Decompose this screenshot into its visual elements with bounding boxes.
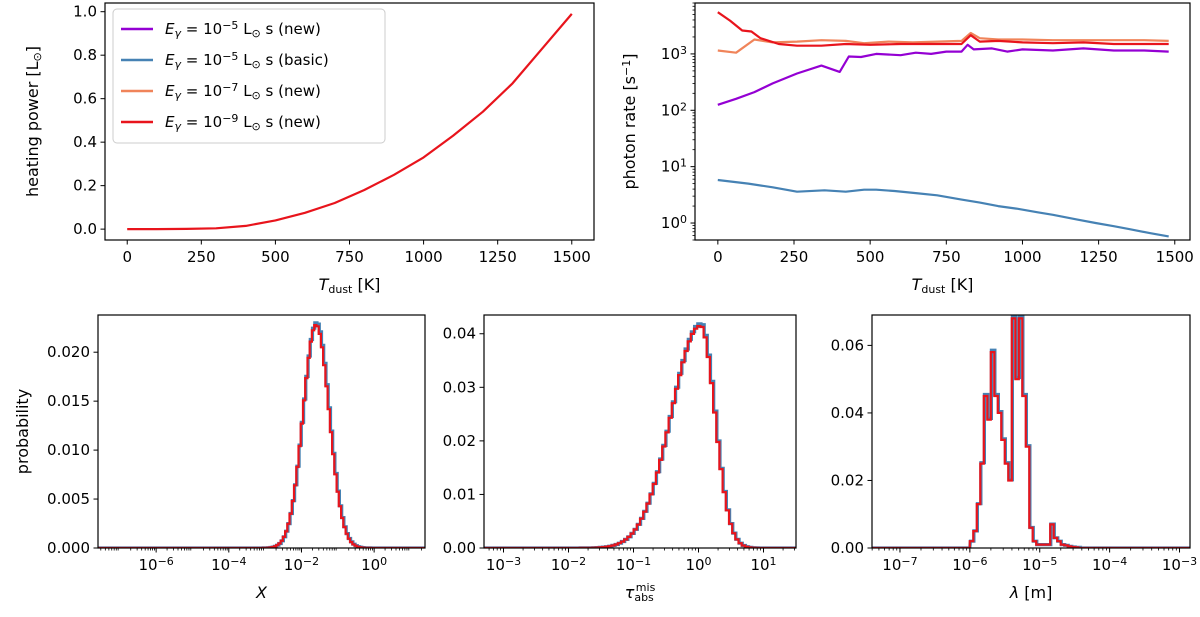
series-line-2: [717, 31, 1169, 54]
plot-area: [484, 322, 796, 548]
x-tick-label: 101: [750, 555, 776, 574]
y-tick-label: 0.04: [831, 404, 864, 422]
series-line-0: [127, 13, 573, 231]
y-tick-label: 101: [661, 157, 687, 176]
y-tick-label: 0.02: [831, 471, 864, 489]
plot-area: [717, 11, 1169, 238]
chart-rate: 0 250 500 750 1000 1250 1500 100 101 102 103 Tdust …: [620, 2, 1194, 296]
x-tick-label: 10−4: [211, 555, 246, 574]
y-tick-label: 0.000: [47, 539, 90, 557]
legend-entry-2: Eγ = 10−7 L⊙ s (new): [165, 81, 321, 102]
y-tick-label: 102: [661, 100, 687, 119]
y-tick-label: 0.4: [73, 133, 97, 151]
x-tick-label: 10−5: [1022, 555, 1057, 574]
x-tick-label: 1500: [553, 248, 591, 266]
x-axis-label: Tdust [K]: [319, 275, 381, 296]
y-tick-label: 0.01: [443, 485, 476, 503]
x-tick-label: 500: [856, 248, 885, 266]
x-axis-label: λ [m]: [1009, 583, 1053, 602]
y-axis-label: heating power [L⊙]: [23, 46, 44, 197]
histogram-series-1: [872, 317, 1190, 548]
y-tick-label: 0.015: [47, 392, 90, 410]
x-tick-label: 500: [261, 248, 290, 266]
x-tick-label: 100: [685, 555, 711, 574]
series-line-1: [717, 43, 1169, 106]
y-tick-label: 1.0: [73, 3, 97, 21]
series-line-3: [717, 11, 1169, 47]
x-tick-label: 0: [713, 248, 723, 266]
x-tick-label: 1000: [404, 248, 442, 266]
histogram-series-0: [484, 322, 796, 548]
x-tick-label: 250: [780, 248, 809, 266]
axes-frame: [97, 314, 426, 549]
x-tick-label: 0: [122, 248, 132, 266]
axes-frame: [483, 314, 797, 549]
chart-x_hist: 10−6 10−4 10−2 100 0.000 0.005 0.010 0.015 0.020…: [13, 314, 426, 602]
x-axis-label: τabsmis: [625, 581, 656, 604]
legend-box: [112, 8, 386, 144]
y-tick-label: 0.010: [47, 441, 90, 459]
x-tick-label: 10−3: [486, 555, 521, 574]
x-tick-label: 1250: [479, 248, 517, 266]
x-tick-label: 750: [932, 248, 961, 266]
legend-entry-3: Eγ = 10−9 L⊙ s (new): [165, 112, 321, 133]
axes-frame: [694, 2, 1191, 241]
y-axis-label: probability: [13, 389, 32, 474]
histogram-series-0: [98, 321, 425, 548]
histogram-series-1: [484, 325, 796, 548]
legend-entry-0: Eγ = 10−5 L⊙ s (new): [165, 19, 321, 40]
plot-area: [98, 321, 425, 548]
histogram-series-0: [872, 315, 1190, 548]
x-tick-label: 10−2: [551, 555, 586, 574]
histogram-series-1: [98, 324, 425, 548]
chart-tau_hist: 10−3 10−2 10−1 100 101 0.00 0.01 0.02 0.03 0.04 τa…: [443, 314, 797, 604]
x-tick-label: 10−6: [952, 555, 987, 574]
x-tick-label: 250: [187, 248, 216, 266]
y-axis-label: photon rate [s−1]: [620, 53, 639, 189]
plot-area: [127, 13, 573, 231]
y-tick-label: 0.020: [47, 343, 90, 361]
y-tick-label: 0.2: [73, 177, 97, 195]
y-tick-label: 0.0: [73, 220, 97, 238]
x-axis-label: X: [255, 583, 268, 602]
x-tick-label: 10−4: [1092, 555, 1127, 574]
y-tick-label: 0.02: [443, 432, 476, 450]
y-tick-label: 0.06: [831, 336, 864, 354]
plot-area: [872, 315, 1190, 548]
y-tick-label: 0.005: [47, 490, 90, 508]
legend: Eγ = 10−5 L⊙ s (new) Eγ = 10−5 L⊙ s (basi…: [112, 8, 386, 144]
x-tick-label: 1500: [1156, 248, 1194, 266]
y-tick-label: 0.00: [443, 539, 476, 557]
y-tick-label: 100: [661, 213, 687, 232]
x-tick-label: 10−2: [284, 555, 319, 574]
x-tick-label: 1000: [1003, 248, 1041, 266]
x-axis-label: Tdust [K]: [912, 275, 974, 296]
y-tick-label: 0.00: [831, 539, 864, 557]
series-line-0: [717, 178, 1169, 238]
x-tick-label: 10−7: [882, 555, 917, 574]
axes-frame: [104, 2, 595, 241]
y-tick-label: 0.8: [73, 46, 97, 64]
axes-frame: [871, 314, 1191, 549]
y-tick-label: 103: [661, 44, 687, 63]
y-tick-label: 0.03: [443, 378, 476, 396]
x-tick-label: 10−3: [1162, 555, 1197, 574]
x-tick-label: 100: [361, 555, 387, 574]
y-tick-label: 0.6: [73, 90, 97, 108]
chart-heating: 0 250 500 750 1000 1250 1500 0.0 0.2 0.4 0.6 0.8 1.0…: [23, 2, 595, 296]
chart-lambda_hist: 10−7 10−6 10−5 10−4 10−3 0.00 0.02 0.04 0.06 λ [m…: [831, 314, 1197, 602]
x-tick-label: 10−6: [138, 555, 173, 574]
x-tick-label: 10−1: [616, 555, 651, 574]
x-tick-label: 1250: [1080, 248, 1118, 266]
x-tick-label: 750: [335, 248, 364, 266]
legend-entry-1: Eγ = 10−5 L⊙ s (basic): [165, 50, 329, 71]
y-tick-label: 0.04: [443, 325, 476, 343]
